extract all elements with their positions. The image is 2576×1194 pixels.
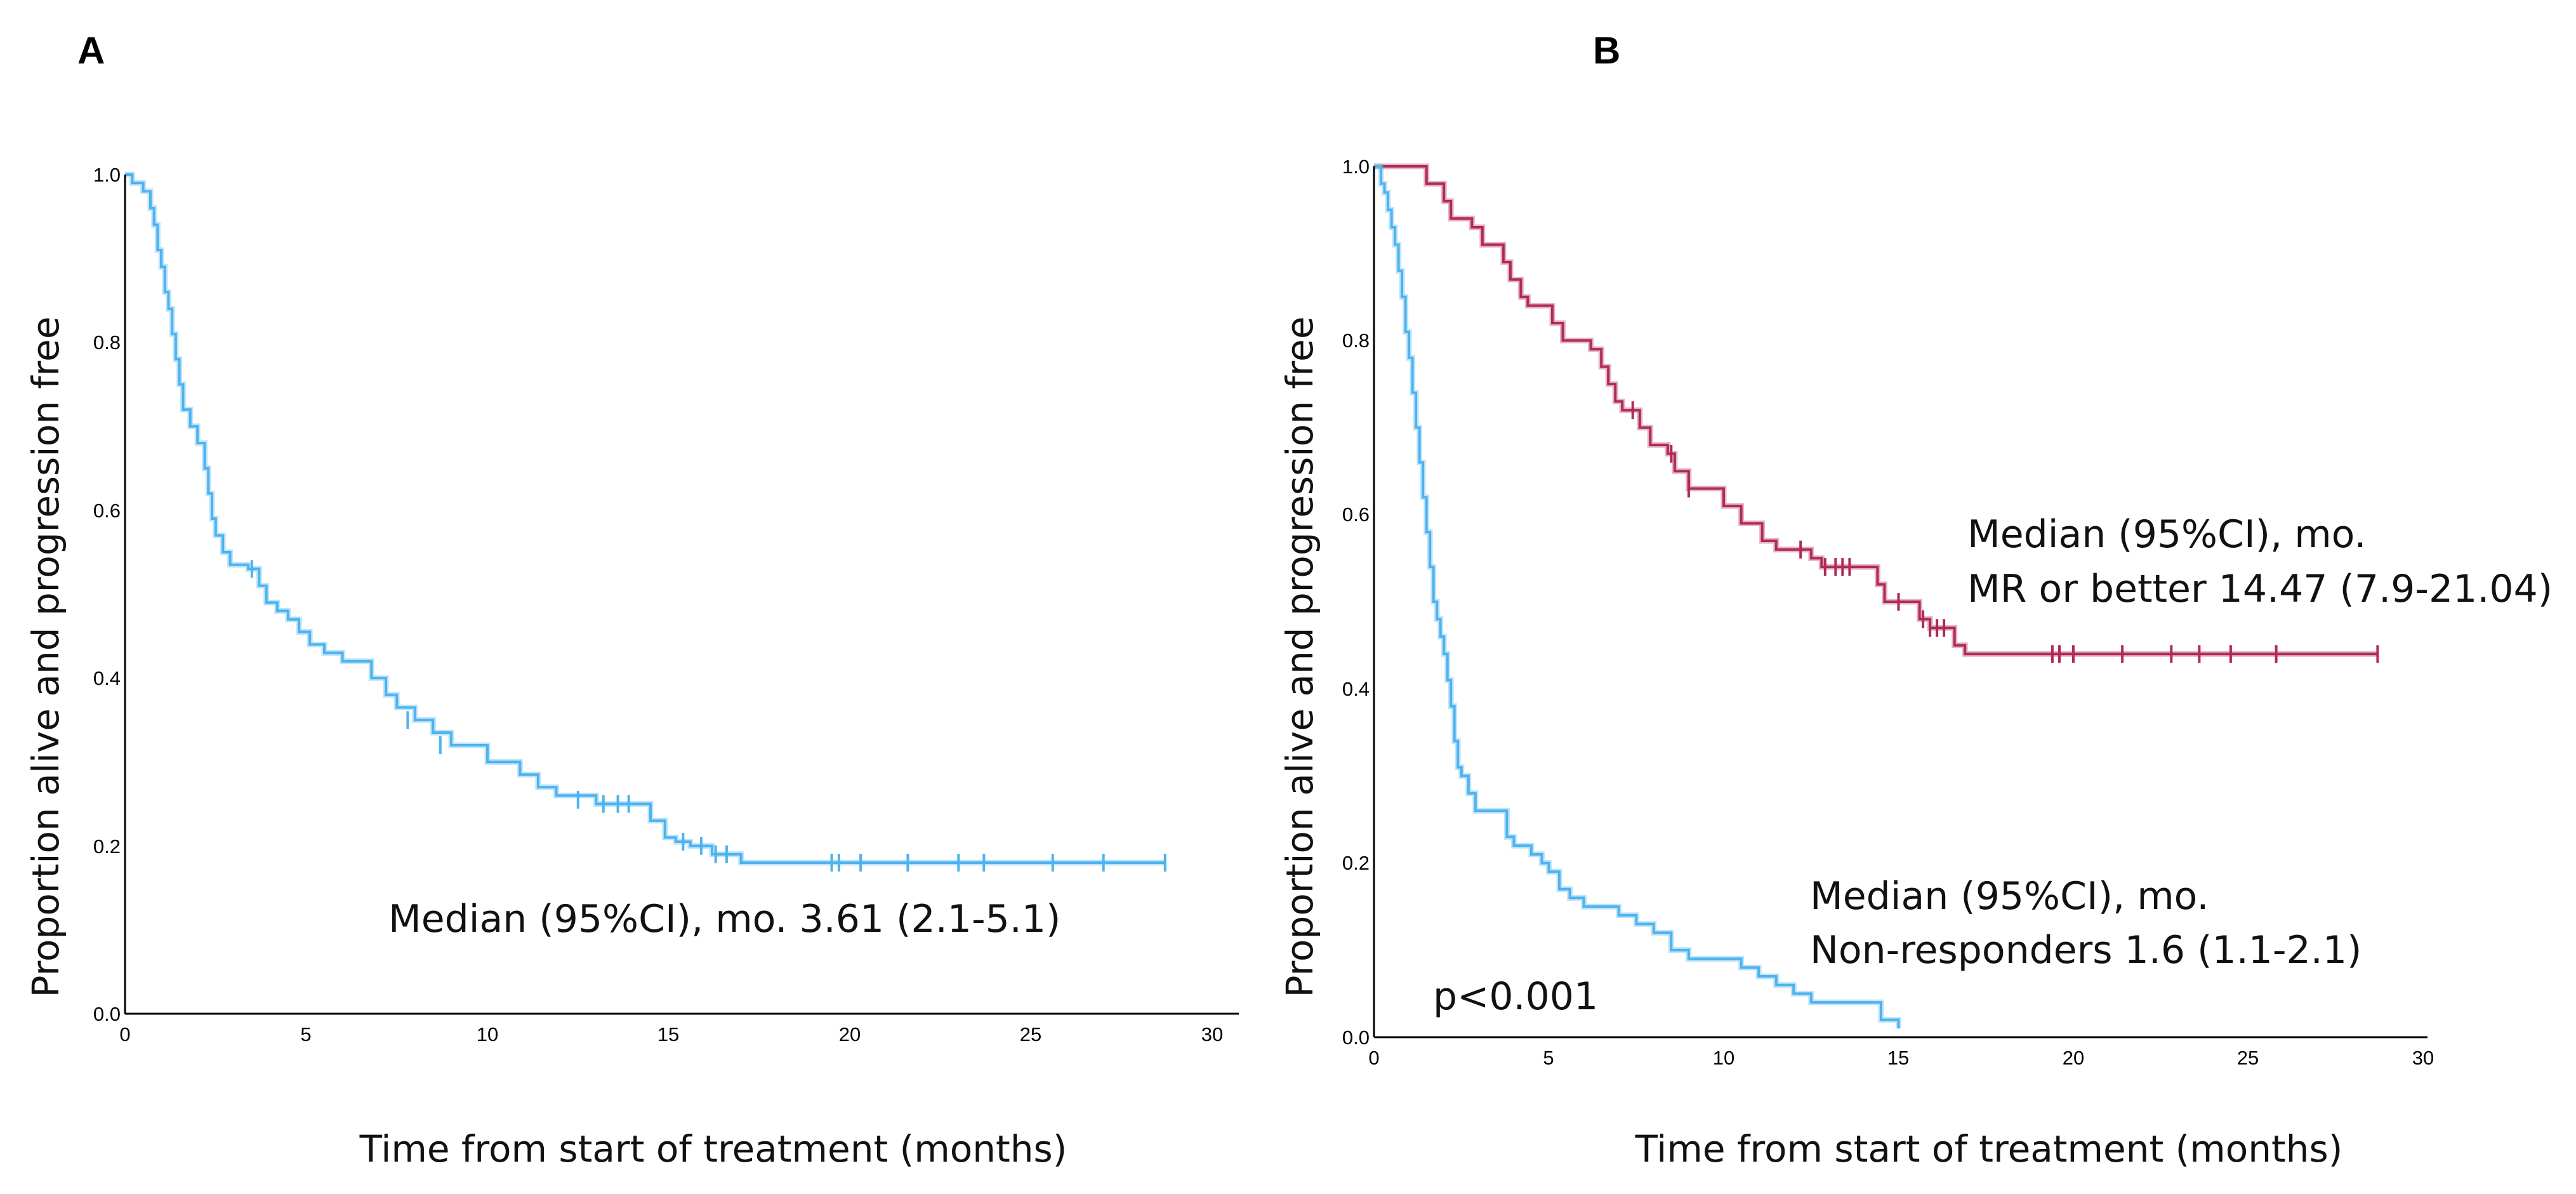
panel-b-mr-median-heading: Median (95%CI), mo. (1967, 512, 2366, 557)
panel-b-ytick: 0.0 (1342, 1026, 1370, 1049)
panel-b-xlabel: Time from start of treatment (months) (1635, 1127, 2343, 1171)
panel-b-xtick: 10 (1713, 1047, 1734, 1069)
panel-a-xtick: 0 (119, 1023, 130, 1045)
panel-b-mr-median-value: MR or better 14.47 (7.9-21.04) (1967, 567, 2553, 611)
panel-b-ytick: 0.4 (1342, 678, 1370, 700)
panel-b-mr-or-better-curve (1374, 165, 2378, 656)
panel-b-xtick: 0 (1368, 1047, 1379, 1069)
panel-a: A Proportion alive and progression free … (24, 29, 1239, 1171)
panel-b-xtick: 15 (1887, 1047, 1909, 1069)
panel-a-series-layer (125, 171, 1166, 872)
panel-b-letter: B (1593, 29, 1620, 72)
panel-b-ytick: 0.8 (1342, 329, 1370, 352)
panel-a-xtick: 5 (300, 1023, 311, 1045)
panel-b-ylabel: Proportion alive and progression free (1278, 317, 1321, 998)
panel-a-xtick: 30 (1201, 1023, 1223, 1045)
panel-a-ytick: 0.0 (93, 1003, 121, 1025)
panel-b-series-layer (1374, 163, 2379, 1029)
panel-a-ytick: 0.2 (93, 835, 121, 858)
panel-b-plot: 0.0 0.2 0.4 0.6 0.8 1.0 0 5 10 15 20 25 … (1342, 156, 2434, 1069)
panel-a-letter: A (77, 29, 105, 72)
panel-a-all-patients-curve-halo (125, 171, 1165, 866)
panel-b: B Proportion alive and progression free … (1278, 29, 2553, 1171)
panel-b-ytick: 1.0 (1342, 156, 1370, 178)
panel-b-xtick: 20 (2063, 1047, 2084, 1069)
panel-a-median-annotation: Median (95%CI), mo. 3.61 (2.1-5.1) (388, 897, 1060, 941)
panel-a-xtick: 25 (1020, 1023, 1041, 1045)
panel-a-ytick: 0.4 (93, 667, 121, 689)
panel-b-nr-median-heading: Median (95%CI), mo. (1810, 874, 2209, 919)
panel-a-ylabel: Proportion alive and progression free (24, 317, 67, 998)
panel-b-xtick: 30 (2412, 1047, 2434, 1069)
panel-b-nr-median-value: Non-responders 1.6 (1.1-2.1) (1810, 928, 2361, 972)
panel-a-ticks: 0.0 0.2 0.4 0.6 0.8 1.0 0 5 10 15 20 25 … (93, 164, 1223, 1045)
panel-b-ticks: 0.0 0.2 0.4 0.6 0.8 1.0 0 5 10 15 20 25 … (1342, 156, 2434, 1069)
panel-a-xlabel: Time from start of treatment (months) (359, 1127, 1067, 1171)
panel-b-xtick: 5 (1543, 1047, 1554, 1069)
panel-b-ytick: 0.2 (1342, 852, 1370, 874)
panel-b-non-responders-curve (1374, 165, 1900, 1029)
panel-a-plot: 0.0 0.2 0.4 0.6 0.8 1.0 0 5 10 15 20 25 … (93, 164, 1239, 1045)
panel-a-ytick: 0.8 (93, 331, 121, 354)
panel-a-ytick: 0.6 (93, 500, 121, 522)
panel-a-ytick: 1.0 (93, 164, 121, 186)
panel-b-ytick: 0.6 (1342, 503, 1370, 526)
panel-b-xtick: 25 (2237, 1047, 2259, 1069)
panel-a-xtick: 20 (839, 1023, 861, 1045)
panel-a-all-patients-curve (125, 173, 1165, 864)
panel-b-pvalue: p<0.001 (1433, 974, 1598, 1019)
panel-a-xtick: 15 (657, 1023, 679, 1045)
panel-a-xtick: 10 (477, 1023, 498, 1045)
